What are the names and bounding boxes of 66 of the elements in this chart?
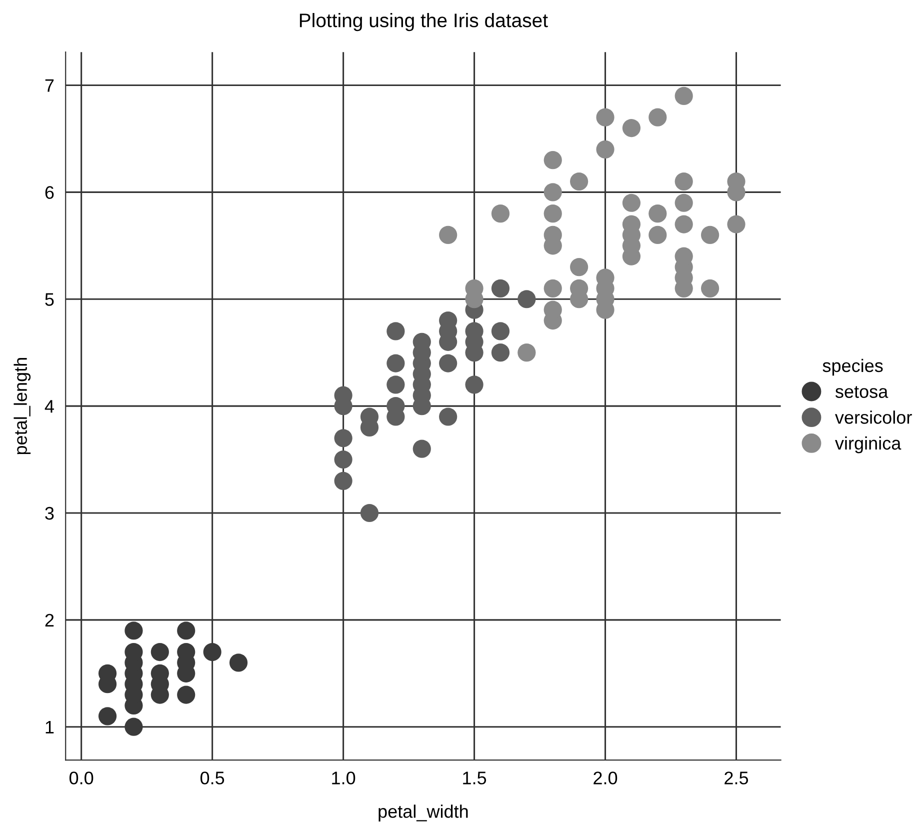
point [674,86,693,105]
x-axis-title: petal_width [378,804,468,822]
point [334,429,352,448]
point [386,322,405,340]
point [124,622,143,640]
y-tick-label: 1 [46,720,54,734]
x-tick-label: 1.5 [463,772,486,784]
point [648,226,667,244]
chart-title: Plotting using the Iris dataset [300,13,548,32]
y-axis-title: petal_length [14,358,31,454]
point [700,279,720,298]
point [334,450,352,469]
point [596,108,614,126]
point [334,472,352,490]
point [544,204,562,223]
point [439,354,458,372]
point [491,279,510,298]
legend-label: versicolor [835,410,912,424]
point [518,344,536,362]
point [544,151,562,170]
point [700,226,720,244]
point [150,642,169,662]
point [518,290,536,308]
point [622,118,641,138]
point [491,204,510,223]
y-tick-label: 6 [45,186,54,199]
x-tick-label: 0.5 [200,772,224,784]
y-tick-label: 2 [45,614,54,626]
point [98,707,117,726]
x-tick-label: 2.5 [724,772,748,784]
point [570,258,588,276]
point [360,504,379,522]
legend-label: virginica [835,436,902,454]
point [491,322,510,340]
point [386,354,405,372]
y-tick-label: 5 [45,293,54,306]
point [674,172,693,191]
legend-label: setosa [835,386,888,398]
point [465,376,484,394]
point [203,642,222,662]
point [544,183,562,202]
legend-title: species [822,358,883,376]
point [412,440,431,458]
point [386,376,405,394]
point [727,215,746,234]
point [596,140,614,158]
point [674,215,693,234]
point [648,108,667,126]
x-tick-label: 2.0 [594,772,618,784]
x-tick-label: 0.0 [69,772,94,784]
point [229,654,248,672]
point [177,686,196,704]
point [570,172,588,191]
point [439,226,458,244]
y-tick-label: 7 [45,79,54,92]
point [648,204,667,223]
point [674,194,693,212]
point [439,408,458,426]
point [124,718,143,736]
point [544,279,562,298]
y-tick-label: 4 [44,400,54,413]
point [177,622,196,640]
point [491,344,510,362]
y-tick-label: 3 [45,506,54,520]
point [622,194,641,212]
x-tick-label: 1.0 [332,772,356,784]
